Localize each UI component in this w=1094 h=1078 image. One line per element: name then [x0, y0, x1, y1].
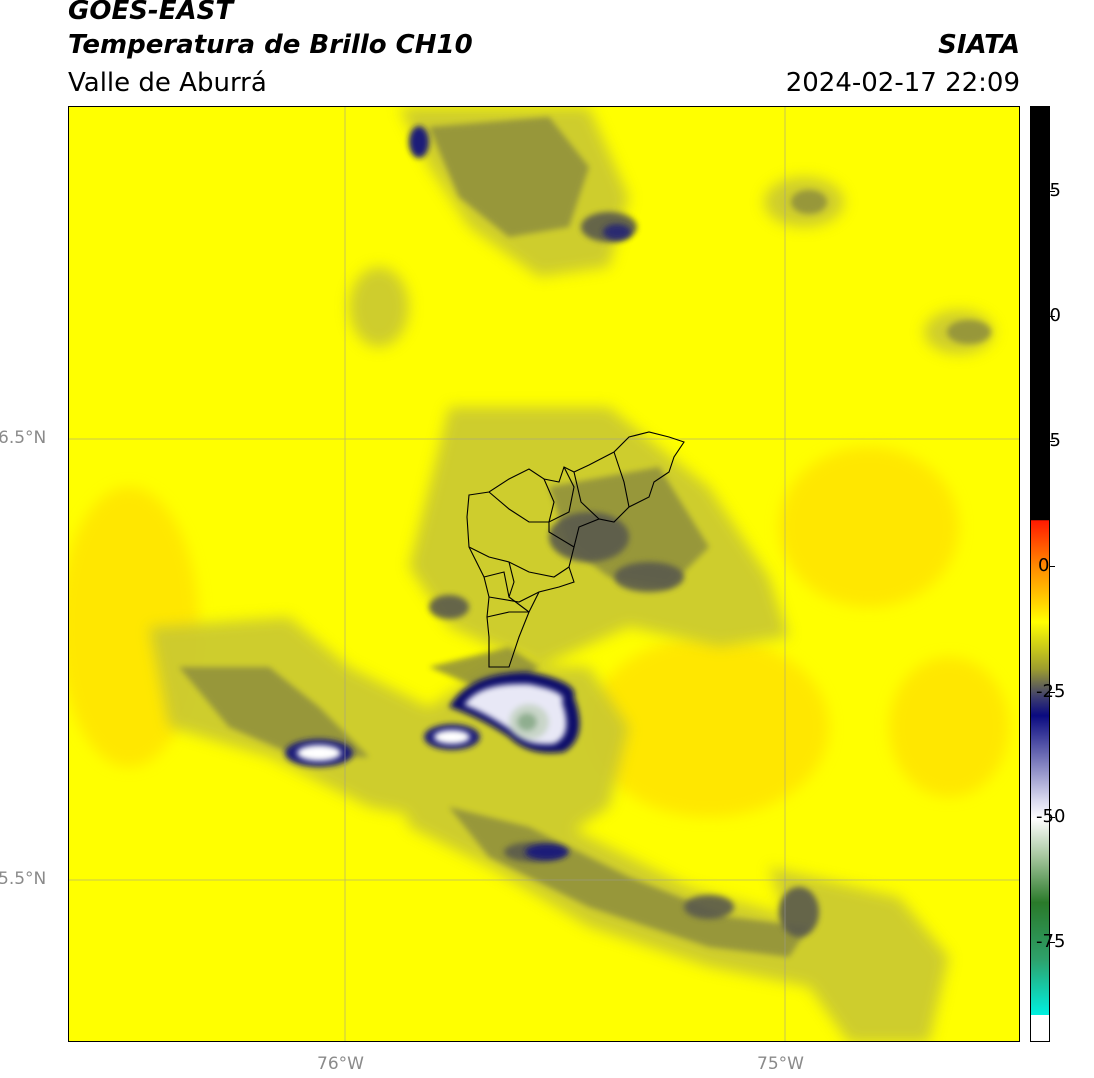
datetime-label: 2024-02-17 22:09 — [785, 68, 1020, 98]
colorbar-tick-mark — [1050, 691, 1055, 693]
colorbar-tick-label: -75 — [1036, 930, 1066, 952]
colorbar-tick-mark — [1050, 441, 1055, 443]
subtitle-region: Valle de Aburrá — [68, 68, 267, 98]
colorbar-tick-label: 50 — [1038, 305, 1061, 327]
colorbar-gradient — [1031, 107, 1049, 1041]
colorbar — [1030, 106, 1050, 1042]
colorbar-tick-label: 75 — [1038, 180, 1061, 202]
colorbar-tick-label: 25 — [1038, 430, 1061, 452]
map-panel — [68, 106, 1020, 1042]
colorbar-tick-label: 0 — [1038, 555, 1050, 577]
colorbar-tick-mark — [1050, 816, 1055, 818]
colorbar-tick-mark — [1050, 191, 1055, 193]
gridlines — [69, 107, 1019, 1041]
lon-tick-76w: 76°W — [317, 1054, 364, 1074]
municipal-boundaries — [466, 431, 685, 668]
brightness-temperature-map — [69, 107, 1019, 1041]
colorbar-tick-label: -25 — [1036, 680, 1066, 702]
lat-tick-6-5: 6.5°N — [0, 428, 47, 448]
lat-tick-5-5: 5.5°N — [0, 869, 47, 889]
colorbar-tick-mark — [1050, 566, 1055, 568]
colorbar-tick-label: -50 — [1036, 805, 1066, 827]
colorbar-tick-mark — [1050, 316, 1055, 318]
colorbar-tick-mark — [1050, 941, 1055, 943]
title-product: Temperatura de Brillo CH10 — [68, 30, 473, 60]
brand-label: SIATA — [938, 30, 1020, 60]
lon-tick-75w: 75°W — [757, 1054, 804, 1074]
title-satellite: GOES-EAST — [68, 0, 234, 26]
